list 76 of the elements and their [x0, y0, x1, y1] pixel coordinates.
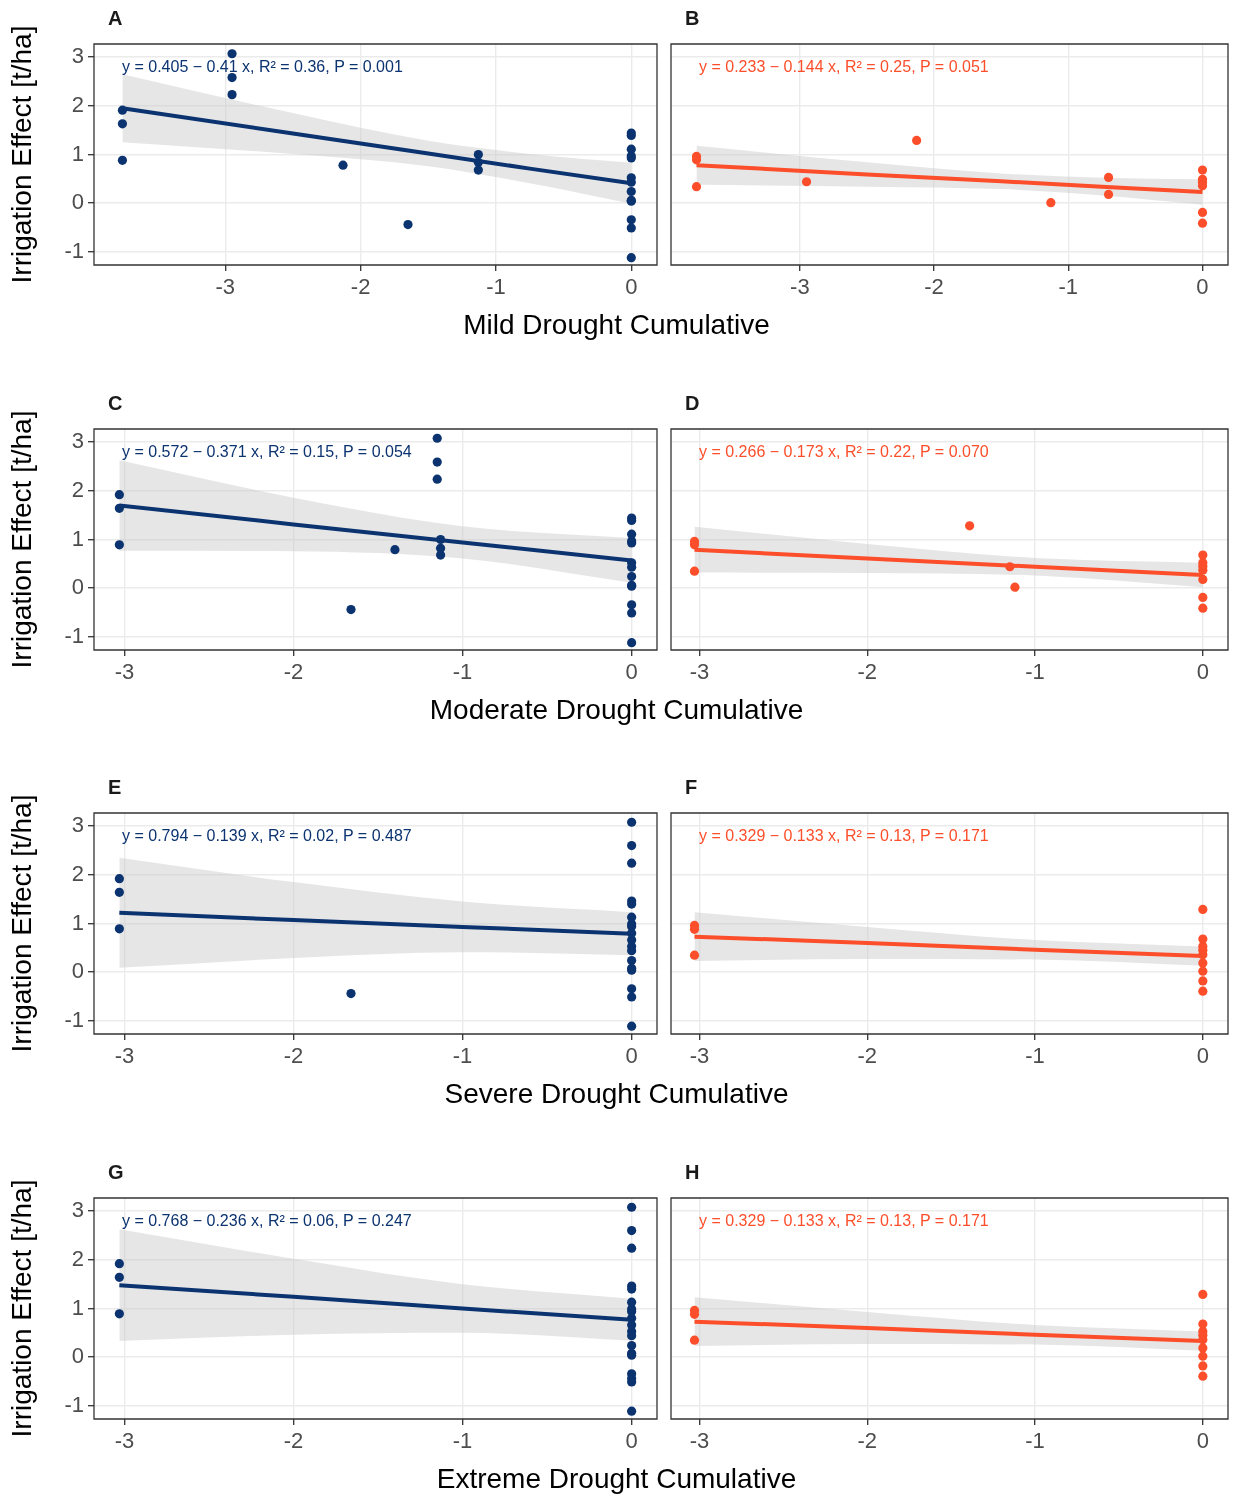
x-tick-label: -1: [452, 1043, 473, 1069]
x-tick-label: 0: [625, 658, 638, 684]
x-tick-label: -2: [857, 658, 878, 684]
x-tick-label: -2: [283, 658, 304, 684]
x-tick-label: -2: [283, 1427, 304, 1453]
y-tick-label: 2: [71, 476, 84, 502]
annotation: y = 0.572 − 0.371 x, R² = 0.15, P = 0.054: [122, 442, 412, 460]
y-tick-label: -1: [64, 622, 84, 648]
chart-title: A: [108, 6, 123, 29]
y-tick-label: 2: [71, 1245, 84, 1271]
x-axis-title: Moderate Drought Cumulative: [428, 692, 805, 727]
annotation: y = 0.405 − 0.41 x, R² = 0.36, P = 0.001: [122, 58, 403, 76]
y-axis-title: Irrigation Effect [t/ha]: [5, 794, 37, 1053]
y-tick-label: 1: [71, 140, 84, 166]
x-tick-label: -3: [215, 274, 236, 300]
x-tick-label: -2: [350, 274, 371, 300]
y-tick-label: -1: [64, 1006, 84, 1032]
y-tick-label: -1: [64, 1391, 84, 1417]
x-tick-label: -2: [857, 1043, 878, 1069]
x-tick-label: -1: [1058, 274, 1079, 300]
x-tick-label: -2: [283, 1043, 304, 1069]
chart-title: H: [685, 1160, 700, 1183]
chart-title: E: [108, 775, 122, 798]
y-tick-label: 1: [71, 1294, 84, 1320]
x-tick-label: -3: [790, 274, 810, 300]
y-tick-label: -1: [64, 237, 84, 263]
y-tick-label: 3: [71, 812, 84, 838]
chart-title: C: [108, 391, 123, 414]
y-tick-label: 3: [71, 1196, 84, 1222]
y-tick-label: 1: [71, 909, 84, 935]
chart-title: F: [685, 775, 698, 798]
y-tick-label: 2: [71, 860, 84, 886]
chart-title: B: [685, 6, 700, 29]
y-tick-label: 2: [71, 91, 84, 117]
x-tick-label: -1: [452, 658, 473, 684]
x-tick-label: 0: [625, 1427, 638, 1453]
x-tick-label: -3: [689, 1427, 710, 1453]
y-axis-title: Irrigation Effect [t/ha]: [5, 410, 37, 668]
x-tick-label: -1: [1025, 1427, 1045, 1453]
y-tick-label: 1: [71, 525, 84, 551]
x-tick-label: 0: [625, 1043, 638, 1069]
chart-title: G: [108, 1160, 124, 1183]
y-tick-label: 0: [71, 573, 84, 599]
x-tick-label: 0: [1196, 1427, 1209, 1453]
x-tick-label: 0: [1196, 658, 1209, 684]
x-axis-title: Severe Drought Cumulative: [443, 1077, 790, 1111]
x-tick-label: -3: [114, 1427, 135, 1453]
y-tick-label: 3: [71, 43, 84, 69]
x-tick-label: -1: [1025, 658, 1045, 684]
annotation: y = 0.329 − 0.133 x, R² = 0.13, P = 0.171: [699, 1211, 989, 1229]
chart-title: D: [685, 391, 700, 414]
annotation: y = 0.266 − 0.173 x, R² = 0.22, P = 0.070: [699, 442, 989, 460]
x-tick-label: 0: [1196, 274, 1209, 300]
y-tick-label: 0: [71, 958, 84, 984]
annotation: y = 0.794 − 0.139 x, R² = 0.02, P = 0.487: [122, 827, 412, 845]
x-tick-label: -3: [689, 1043, 710, 1069]
x-tick-label: -3: [114, 658, 135, 684]
x-axis-title: Extreme Drought Cumulative: [435, 1461, 798, 1496]
annotation: y = 0.329 − 0.133 x, R² = 0.13, P = 0.171: [699, 827, 989, 845]
x-tick-label: -2: [924, 274, 944, 300]
annotation: y = 0.233 − 0.144 x, R² = 0.25, P = 0.051: [699, 58, 989, 76]
y-tick-label: 0: [71, 1342, 84, 1368]
x-tick-label: -1: [1025, 1043, 1045, 1069]
x-tick-label: -1: [452, 1427, 473, 1453]
x-tick-label: -3: [689, 658, 710, 684]
x-tick-label: 0: [625, 274, 638, 300]
x-tick-label: 0: [1196, 1043, 1209, 1069]
y-axis-title: Irrigation Effect [t/ha]: [5, 1179, 37, 1437]
x-axis-title: Mild Drought Cumulative: [462, 308, 771, 342]
annotation: y = 0.768 − 0.236 x, R² = 0.06, P = 0.247: [122, 1211, 412, 1229]
y-tick-label: 3: [71, 427, 84, 453]
x-tick-label: -3: [114, 1043, 135, 1069]
y-tick-label: 0: [71, 189, 84, 215]
x-tick-label: -2: [857, 1427, 878, 1453]
y-axis-title: Irrigation Effect [t/ha]: [5, 25, 37, 284]
x-tick-label: -1: [486, 274, 506, 300]
